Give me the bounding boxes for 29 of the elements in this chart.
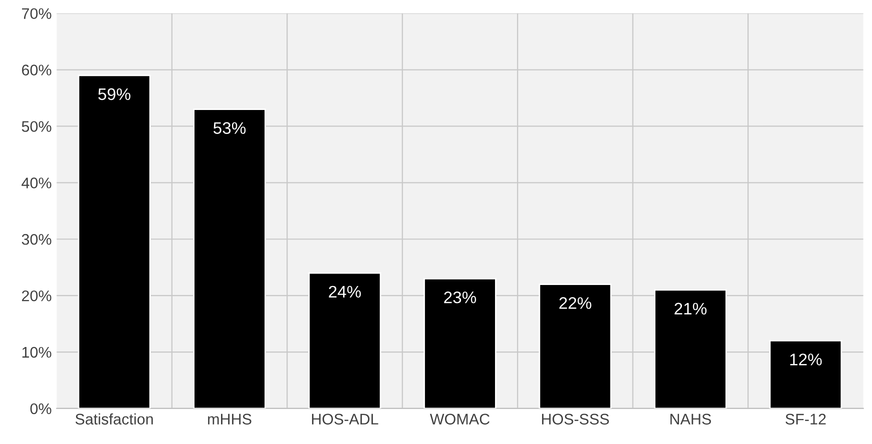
bar	[78, 74, 151, 408]
data-label: 12%	[790, 354, 822, 366]
x-tick-label: SF-12	[786, 414, 826, 425]
y-tick-label: 0%	[30, 403, 52, 414]
data-label: 21%	[674, 302, 707, 315]
bar	[538, 284, 612, 408]
x-tick-label: WOMAC	[430, 414, 490, 425]
y-tick-label: 30%	[22, 234, 52, 245]
bar	[193, 108, 266, 408]
bar	[424, 278, 496, 408]
data-label: 24%	[328, 286, 361, 298]
y-tick-label: 50%	[22, 121, 52, 132]
y-tick-label: 40%	[22, 178, 52, 188]
x-tick-label: Satisfaction	[76, 413, 153, 425]
x-tick-label: NAHS	[670, 414, 711, 425]
bar	[769, 340, 842, 408]
data-label: 22%	[559, 297, 592, 309]
y-tick-label: 60%	[22, 64, 52, 76]
x-tick-label: HOS-ADL	[312, 414, 378, 425]
bar	[308, 272, 382, 408]
data-label: 23%	[444, 292, 476, 304]
data-label: 59%	[98, 88, 130, 100]
bar	[654, 289, 727, 408]
data-label: 53%	[214, 122, 246, 134]
y-tick-label: 20%	[22, 290, 52, 302]
y-tick-label: 10%	[22, 346, 52, 358]
y-tick-label: 70%	[22, 8, 52, 20]
x-tick-label: mHHS	[208, 414, 252, 425]
x-tick-label: HOS-SSS	[542, 414, 609, 425]
